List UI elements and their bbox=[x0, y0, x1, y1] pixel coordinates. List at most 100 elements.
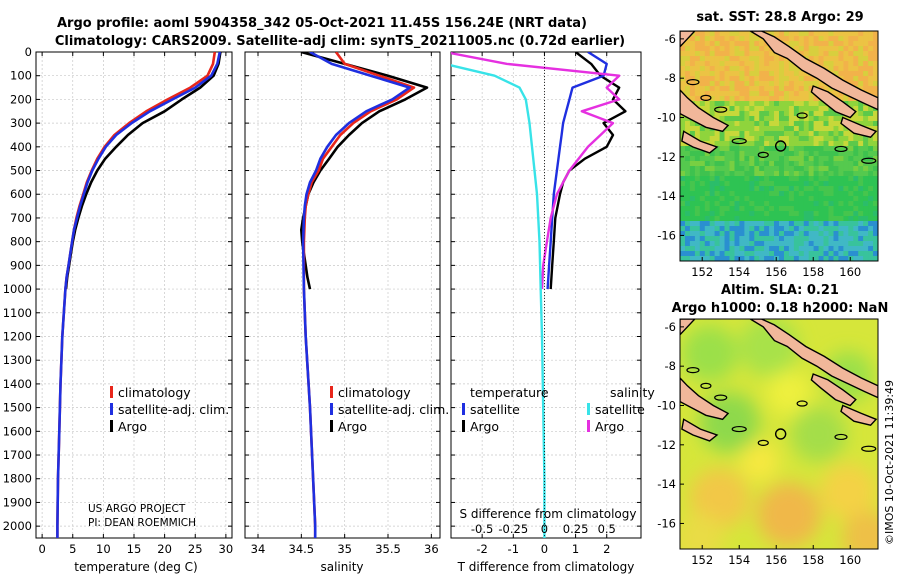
sst-cell bbox=[788, 91, 795, 97]
sst-cell bbox=[744, 251, 750, 257]
sst-cell bbox=[699, 86, 706, 92]
sst-cell bbox=[863, 221, 869, 227]
sst-cell bbox=[788, 226, 795, 232]
difference-panel: -2 -1 0 1 2-0.5 -0.25 0 0.25 0.5 bbox=[450, 51, 642, 556]
sst-cell bbox=[803, 231, 810, 237]
sst-cell bbox=[734, 246, 740, 252]
sla-blob bbox=[681, 325, 738, 382]
sst-cell bbox=[823, 211, 829, 217]
sst-cell bbox=[843, 61, 849, 67]
sst-cell bbox=[694, 251, 701, 257]
sst-cell bbox=[868, 81, 874, 87]
landmass bbox=[810, 85, 857, 119]
series-line-s-satellite bbox=[451, 64, 546, 538]
sst-cell bbox=[694, 156, 701, 162]
sst-cell bbox=[813, 41, 820, 47]
sst-cell bbox=[828, 206, 834, 212]
sst-cell bbox=[714, 61, 721, 67]
sst-cell bbox=[774, 96, 780, 102]
sst-cell bbox=[779, 86, 785, 92]
sst-cell bbox=[734, 156, 740, 162]
sst-cell bbox=[764, 161, 770, 167]
sst-cell bbox=[724, 191, 730, 197]
sst-cell bbox=[808, 216, 815, 222]
sst-cell bbox=[793, 131, 800, 137]
sst-cell bbox=[754, 61, 760, 67]
sst-cell bbox=[704, 161, 711, 167]
sst-cell bbox=[788, 61, 795, 67]
sst-cell bbox=[788, 66, 795, 72]
sst-cell bbox=[680, 211, 686, 217]
sst-cell bbox=[828, 256, 834, 261]
sst-cell bbox=[858, 241, 864, 247]
sst-cell bbox=[749, 106, 755, 112]
sst-cell bbox=[694, 171, 701, 177]
sst-cell bbox=[714, 101, 721, 107]
sst-cell bbox=[788, 151, 795, 157]
sst-cell bbox=[848, 241, 854, 247]
sst-cell bbox=[734, 251, 740, 257]
sst-cell bbox=[704, 41, 711, 47]
sst-cell bbox=[833, 66, 839, 72]
sst-cell bbox=[729, 86, 735, 92]
sst-cell bbox=[714, 156, 721, 162]
sst-cell bbox=[868, 71, 874, 77]
sst-cell bbox=[759, 46, 765, 52]
sla-blob bbox=[790, 406, 847, 462]
sst-cell bbox=[739, 56, 745, 62]
sst-cell bbox=[694, 36, 701, 42]
map-x-tick-label: 160 bbox=[839, 265, 861, 279]
sst-cell bbox=[803, 201, 810, 207]
sst-cell bbox=[793, 161, 800, 167]
sst-cell bbox=[714, 221, 721, 227]
sst-cell bbox=[853, 106, 859, 112]
sst-cell bbox=[704, 151, 711, 157]
sst-cell bbox=[729, 146, 735, 152]
sst-cell bbox=[774, 246, 780, 252]
sst-cell bbox=[709, 91, 716, 97]
sst-cell bbox=[868, 196, 874, 202]
sst-cell bbox=[808, 161, 815, 167]
sst-cell bbox=[868, 161, 874, 167]
sst-cell bbox=[813, 51, 820, 57]
sst-cell bbox=[764, 176, 770, 182]
sst-cell bbox=[729, 76, 735, 82]
sst-cell bbox=[759, 226, 765, 232]
sst-cell bbox=[803, 41, 810, 47]
sst-cell bbox=[699, 221, 706, 227]
sst-cell bbox=[843, 51, 849, 57]
map-y-tick-label: -6 bbox=[665, 32, 676, 46]
reef-outline bbox=[861, 157, 877, 164]
sst-cell bbox=[858, 111, 864, 117]
sst-cell bbox=[759, 211, 765, 217]
sst-cell bbox=[685, 246, 691, 252]
sst-cell bbox=[779, 76, 785, 82]
sst-cell bbox=[729, 196, 735, 202]
sst-cell bbox=[808, 151, 815, 157]
sst-cell bbox=[828, 236, 834, 242]
sst-cell bbox=[788, 121, 795, 127]
sst-cell bbox=[873, 51, 878, 57]
sst-cell bbox=[848, 31, 854, 37]
sst-cell bbox=[699, 246, 706, 252]
panel-frame bbox=[244, 51, 441, 539]
sst-cell bbox=[858, 61, 864, 67]
sst-cell bbox=[808, 181, 815, 187]
sst-cell bbox=[759, 241, 765, 247]
sst-cell bbox=[863, 61, 869, 67]
sst-cell bbox=[689, 221, 696, 227]
sst-cell bbox=[754, 201, 760, 207]
sst-cell bbox=[873, 231, 878, 237]
sst-cell bbox=[788, 161, 795, 167]
sst-cell bbox=[724, 46, 730, 52]
sst-cell bbox=[769, 131, 775, 137]
sst-cell bbox=[779, 141, 785, 147]
sst-map: 152 154 156 158 160-6-8-10-12-14-16 bbox=[657, 30, 879, 279]
sst-cell bbox=[729, 36, 735, 42]
s-tick-label: 0.25 bbox=[563, 522, 589, 536]
sst-cell bbox=[729, 116, 735, 122]
sst-cell bbox=[803, 101, 810, 107]
sst-cell bbox=[803, 141, 810, 147]
sst-cell bbox=[798, 241, 805, 247]
sst-cell bbox=[863, 231, 869, 237]
